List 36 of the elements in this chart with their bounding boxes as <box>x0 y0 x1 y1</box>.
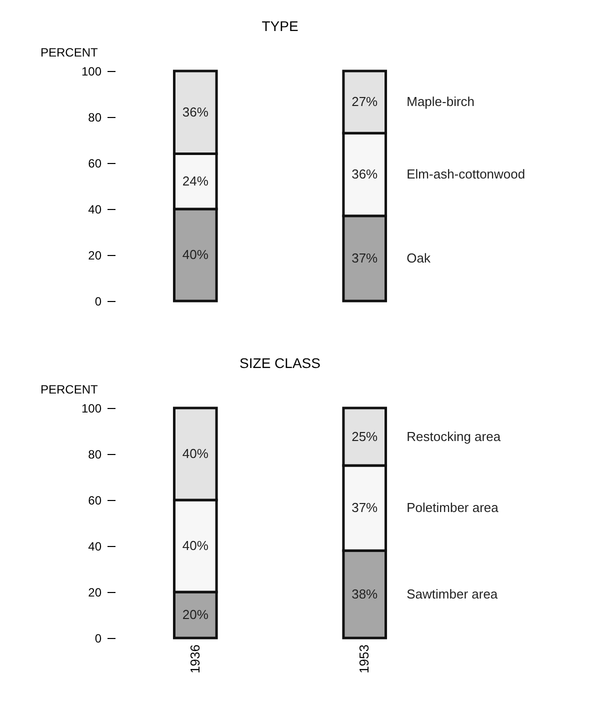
data-label: 37% <box>352 250 378 266</box>
chart-title: SIZE CLASS <box>240 355 320 371</box>
y-axis-title: PERCENT <box>40 46 99 60</box>
data-label: 37% <box>352 500 378 516</box>
data-label: 38% <box>352 586 378 602</box>
series-label: Oak <box>406 250 431 266</box>
series-label: Elm-ash-cottonwood <box>406 166 526 182</box>
data-label: 40% <box>182 446 209 461</box>
y-tick-label: 80 <box>88 110 102 124</box>
y-axis-title: PERCENT <box>40 382 99 396</box>
y-tick-label: 60 <box>88 494 102 508</box>
y-tick-label: 20 <box>88 248 102 262</box>
y-tick-label: 40 <box>88 540 102 554</box>
y-tick-label: 20 <box>88 586 102 600</box>
data-label: 27% <box>352 94 378 110</box>
series-label: Sawtimber area <box>406 586 498 602</box>
y-tick-label: 40 <box>88 202 102 216</box>
data-label: 36% <box>352 166 378 182</box>
data-label: 20% <box>182 607 209 622</box>
data-label: 40% <box>182 538 209 553</box>
y-tick-label: 60 <box>88 156 102 170</box>
y-tick-label: 0 <box>94 294 102 308</box>
y-tick-label: 100 <box>81 64 102 78</box>
data-label: 36% <box>182 104 209 120</box>
y-tick-label: 80 <box>88 448 102 462</box>
data-label: 40% <box>182 247 209 262</box>
data-label: 24% <box>182 173 209 188</box>
data-label: 25% <box>352 428 378 444</box>
chart-title: TYPE <box>262 18 298 34</box>
series-label: Restocking area <box>406 428 502 444</box>
x-tick-label: 1936 <box>187 644 202 674</box>
y-tick-label: 0 <box>94 632 102 646</box>
series-label: Poletimber area <box>406 500 500 516</box>
series-label: Maple-birch <box>406 94 475 110</box>
x-tick-label: 1953 <box>356 644 372 674</box>
y-tick-label: 100 <box>81 402 102 416</box>
